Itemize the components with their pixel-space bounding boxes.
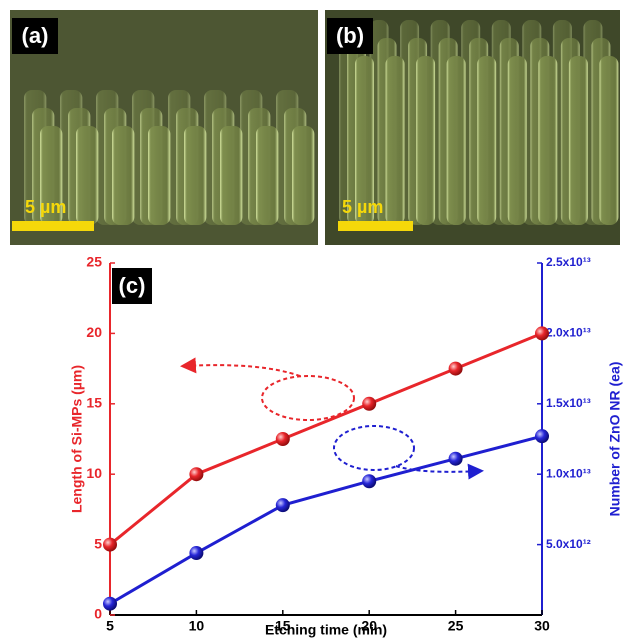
pillar xyxy=(507,56,527,225)
pillar xyxy=(385,56,405,225)
y-axis-title: Length of Si-MPs (µm) xyxy=(69,365,85,513)
x-tick-label: 10 xyxy=(189,618,205,634)
y-tick-label: 0 xyxy=(94,606,102,622)
pillar xyxy=(568,56,588,225)
y-tick-label: 20 xyxy=(86,324,102,340)
pillar xyxy=(599,56,619,225)
annotation-ellipse xyxy=(261,375,355,421)
pillar xyxy=(416,56,436,225)
scale-bar xyxy=(338,221,413,231)
sem-image-b xyxy=(325,10,620,245)
series-line xyxy=(109,434,543,606)
data-point xyxy=(535,429,549,444)
scale-bar-label: 5 µm xyxy=(342,197,383,217)
x-tick-label: 15 xyxy=(275,618,291,634)
panel-label-b: (b) xyxy=(327,18,373,54)
data-point xyxy=(448,361,463,376)
y2-tick-label: 1.5x10¹³ xyxy=(546,396,591,410)
data-point xyxy=(448,451,463,466)
y-tick-label: 25 xyxy=(86,254,102,270)
data-point xyxy=(275,498,290,513)
y2-axis-title: Number of ZnO NR (ea) xyxy=(607,362,623,517)
panel-label-a: (a) xyxy=(12,18,58,54)
y-tick-label: 15 xyxy=(86,395,102,411)
pillar xyxy=(184,126,207,225)
sem-image-a xyxy=(10,10,318,245)
scale-bar xyxy=(12,221,94,231)
panel-label: (c) xyxy=(119,273,146,298)
data-point xyxy=(189,467,204,482)
chart: 5 10 15 20 25 3005101520255.0x10¹²1.0x10¹³1.5… xyxy=(69,254,623,638)
data-point xyxy=(362,474,377,489)
data-point xyxy=(189,546,204,561)
y2-tick-label: 2.5x10¹³ xyxy=(546,255,591,269)
scale-bar-label: 5 µm xyxy=(25,197,66,217)
y2-tick-label: 2.0x10¹³ xyxy=(546,326,591,340)
x-tick-label: 20 xyxy=(361,618,377,634)
pillar xyxy=(40,126,63,225)
pillar xyxy=(292,126,315,225)
x-tick-label: 5 xyxy=(106,618,114,634)
data-point xyxy=(535,326,549,341)
pillar xyxy=(148,126,171,225)
series-line xyxy=(109,332,543,546)
data-point xyxy=(275,432,290,446)
x-tick-label: 25 xyxy=(448,618,464,634)
y-tick-label: 5 xyxy=(94,535,102,551)
y-tick-label: 10 xyxy=(86,465,102,481)
annotation-ellipse xyxy=(333,425,415,471)
pillar xyxy=(220,126,243,225)
data-point xyxy=(103,537,117,552)
x-tick-label: 30 xyxy=(534,618,550,634)
data-point xyxy=(103,596,117,611)
x-axis-title: Etching time (min) xyxy=(265,622,387,638)
annotation-arrow xyxy=(395,463,484,480)
panel-label: (a) xyxy=(22,23,49,48)
pillar xyxy=(112,126,135,225)
pillar xyxy=(76,126,99,225)
pillar xyxy=(355,56,374,225)
y2-tick-label: 5.0x10¹² xyxy=(546,537,591,551)
panel-label: (b) xyxy=(336,23,364,48)
data-point xyxy=(362,396,377,411)
pillar xyxy=(477,56,497,225)
y2-tick-label: 1.0x10¹³ xyxy=(546,466,591,480)
panel-label-box xyxy=(112,268,152,304)
pillar xyxy=(446,56,466,225)
pillar xyxy=(538,56,558,225)
annotation-arrow xyxy=(180,357,301,377)
pillar xyxy=(256,126,279,225)
